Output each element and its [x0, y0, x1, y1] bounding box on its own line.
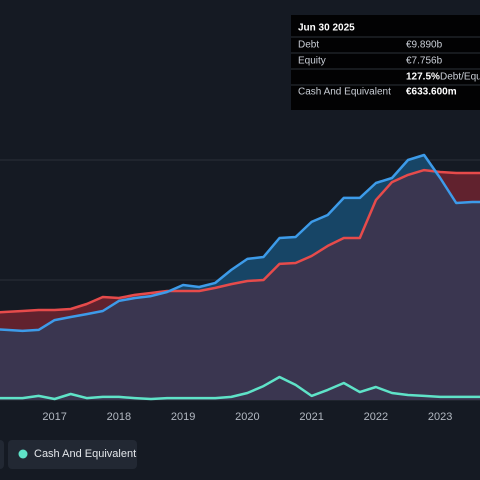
series-line: [0, 375, 480, 401]
tooltip-date: Jun 30 2025: [298, 23, 355, 34]
x-tick-label: 2023: [428, 411, 452, 423]
legend-marker: [18, 449, 28, 459]
tooltip-ratio: 127.5%: [406, 72, 440, 83]
tooltip-bg: [291, 15, 480, 110]
series-line: [0, 168, 480, 314]
overlap-area: [0, 170, 480, 400]
x-axis: 2017 2018 2019 2020 2021 2022 2023: [42, 411, 452, 423]
x-tick-label: 2018: [107, 411, 131, 423]
x-tick-label: 2020: [235, 411, 259, 423]
x-tick-label: 2017: [42, 411, 66, 423]
tooltip-label: Equity: [298, 56, 326, 67]
tooltip-value: €7.756b: [406, 56, 443, 67]
tooltip-value: €9.890b: [406, 40, 443, 51]
series-line: [0, 153, 480, 333]
x-tick-label: 2022: [364, 411, 388, 423]
x-tick-label: 2021: [299, 411, 323, 423]
tooltip: Jun 30 2025 Debt €9.890b Equity €7.756b …: [291, 15, 480, 110]
lines: [0, 153, 480, 401]
legend-item-partial: [0, 440, 4, 469]
tooltip-label: Cash And Equivalent: [298, 87, 391, 98]
legend-item[interactable]: [8, 440, 137, 469]
tooltip-value: €633.600m: [406, 87, 457, 98]
tooltip-ratio-label: Debt/Equity: [440, 72, 480, 83]
legend: Cash And Equivalent: [0, 440, 137, 469]
areas: [0, 155, 480, 400]
x-tick-label: 2019: [171, 411, 195, 423]
tooltip-label: Debt: [298, 40, 319, 51]
legend-label[interactable]: Cash And Equivalent: [34, 448, 136, 460]
